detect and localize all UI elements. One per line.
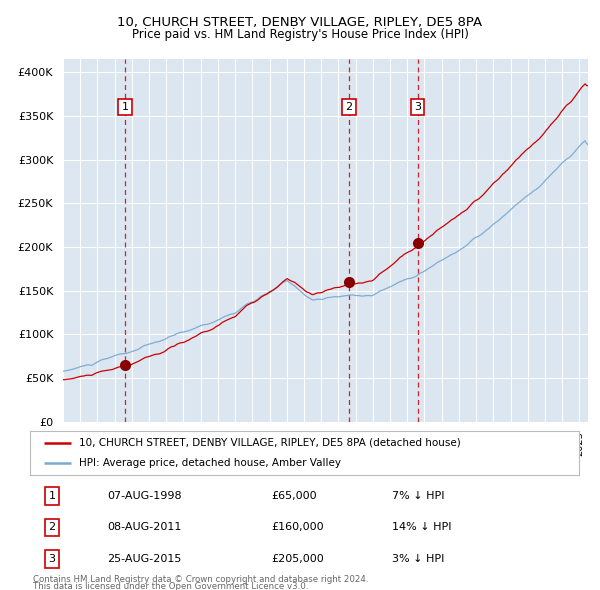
Text: 14% ↓ HPI: 14% ↓ HPI (392, 523, 452, 532)
Text: HPI: Average price, detached house, Amber Valley: HPI: Average price, detached house, Ambe… (79, 458, 341, 468)
Text: 10, CHURCH STREET, DENBY VILLAGE, RIPLEY, DE5 8PA: 10, CHURCH STREET, DENBY VILLAGE, RIPLEY… (118, 16, 482, 29)
Text: 1: 1 (49, 491, 55, 501)
Text: 08-AUG-2011: 08-AUG-2011 (107, 523, 181, 532)
Text: 3% ↓ HPI: 3% ↓ HPI (392, 554, 445, 564)
Text: £205,000: £205,000 (272, 554, 325, 564)
Text: Contains HM Land Registry data © Crown copyright and database right 2024.: Contains HM Land Registry data © Crown c… (33, 575, 368, 584)
Text: £160,000: £160,000 (272, 523, 324, 532)
Text: 07-AUG-1998: 07-AUG-1998 (107, 491, 181, 501)
Text: 10, CHURCH STREET, DENBY VILLAGE, RIPLEY, DE5 8PA (detached house): 10, CHURCH STREET, DENBY VILLAGE, RIPLEY… (79, 438, 461, 448)
Text: £65,000: £65,000 (272, 491, 317, 501)
Text: 3: 3 (414, 102, 421, 112)
Text: This data is licensed under the Open Government Licence v3.0.: This data is licensed under the Open Gov… (33, 582, 308, 590)
Text: 1: 1 (121, 102, 128, 112)
Text: Price paid vs. HM Land Registry's House Price Index (HPI): Price paid vs. HM Land Registry's House … (131, 28, 469, 41)
Text: 2: 2 (49, 523, 56, 532)
Text: 7% ↓ HPI: 7% ↓ HPI (392, 491, 445, 501)
Text: 3: 3 (49, 554, 55, 564)
Text: 2: 2 (345, 102, 352, 112)
Text: 25-AUG-2015: 25-AUG-2015 (107, 554, 181, 564)
